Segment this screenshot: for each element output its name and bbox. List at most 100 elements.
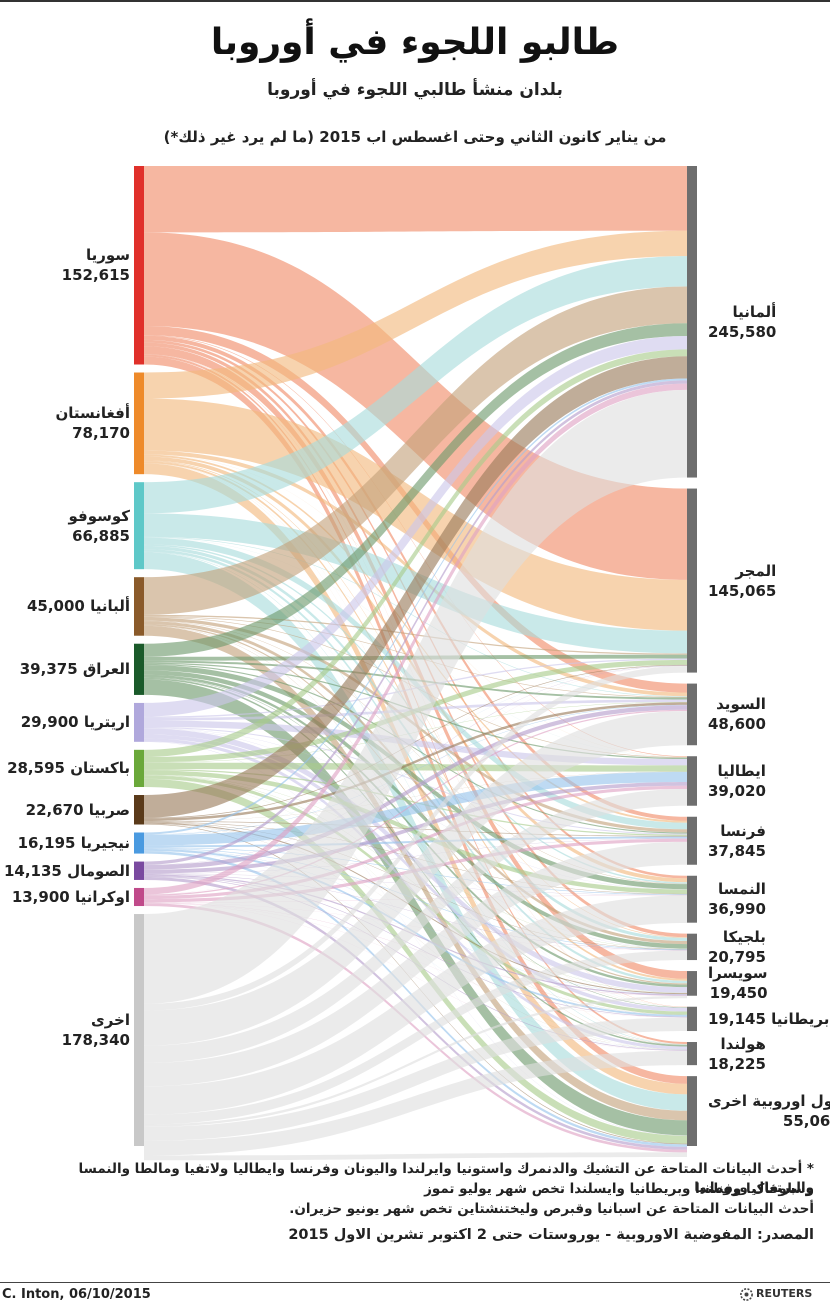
footnote-line-1: * أحدث البيانات المتاحة عن التشيك والدنم… <box>78 1161 814 1196</box>
flow-band <box>144 788 687 1063</box>
footnote-line-2: وسلوفاكيا وفنلندا وبريطانيا وايسلندا تخص… <box>424 1181 814 1197</box>
flow-band <box>144 895 687 903</box>
label-value: 178,340 <box>61 1031 130 1050</box>
flow-band <box>144 663 687 834</box>
flow-band <box>144 850 687 1051</box>
flow-band <box>144 380 687 865</box>
flow-band <box>144 778 687 1050</box>
flow-bands <box>144 166 687 1161</box>
label-value: 36,990 <box>708 900 766 919</box>
flow-band <box>144 536 687 697</box>
flow-band <box>144 771 687 846</box>
flow-band <box>144 823 687 1145</box>
destination-bar <box>687 166 697 478</box>
label-value: 20,795 <box>708 947 766 966</box>
label-value: 29,900 <box>20 713 79 732</box>
label-value: 48,600 <box>708 715 766 734</box>
label-name: اوكرانيا <box>74 887 130 906</box>
flow-band <box>144 625 687 1008</box>
flow-band <box>144 838 687 874</box>
label-name: باكستان <box>70 759 130 778</box>
flow-band <box>144 1017 687 1141</box>
source-label: اوكرانيا 13,900 <box>12 887 130 907</box>
destination-bar <box>687 875 697 923</box>
flow-band <box>144 551 687 1045</box>
destination-bar <box>687 971 697 996</box>
source-label: صربيا 22,670 <box>26 800 130 820</box>
source-bar <box>134 795 144 825</box>
label-name: اريتريا <box>83 713 130 732</box>
flow-band <box>144 286 687 615</box>
flow-band <box>144 950 687 1125</box>
label-name: الصومال <box>67 861 130 880</box>
label-name: صربيا <box>88 800 130 819</box>
label-value: 45,000 <box>26 597 85 616</box>
label-value: 37,845 <box>708 841 766 860</box>
flow-band <box>144 903 687 1153</box>
flow-band <box>144 710 687 1046</box>
label-value: 145,065 <box>708 581 777 600</box>
flow-band <box>144 166 687 233</box>
flow-band <box>144 335 687 717</box>
flow-band <box>144 903 687 1051</box>
flow-band <box>144 785 687 900</box>
label-name: النمسا <box>718 880 766 899</box>
destination-label: بلجيكا 20,795 <box>708 927 766 967</box>
flow-band <box>144 741 687 1136</box>
flow-band <box>144 339 687 879</box>
page-subtitle: بلدان منشأ طالبي اللجوء في أوروبا <box>267 80 563 100</box>
flow-band <box>144 356 687 818</box>
flow-band <box>144 335 687 757</box>
flow-band <box>144 823 687 1050</box>
label-name-value: باكستان 28,595 <box>7 758 130 778</box>
destination-label: هولندا 18,225 <box>708 1034 766 1074</box>
label-name: المجر <box>735 561 777 580</box>
flow-band <box>144 874 687 996</box>
label-value: 39,375 <box>19 660 78 679</box>
flow-band <box>144 841 687 1087</box>
label-name: كوسوفو <box>68 506 130 525</box>
reuters-logo-icon <box>740 1288 753 1301</box>
flow-band <box>144 620 687 885</box>
flow-band <box>144 614 687 655</box>
destination-label: ايطاليا 39,020 <box>708 761 766 801</box>
source-label: سوريا 152,615 <box>62 245 130 285</box>
bottom-rule <box>0 1282 830 1283</box>
flow-band <box>144 995 687 1127</box>
flow-band <box>144 665 687 890</box>
top-rule <box>0 0 830 2</box>
flow-band <box>144 771 687 822</box>
flow-band <box>144 709 687 896</box>
flow-band <box>144 383 687 895</box>
flow-band <box>144 666 687 1011</box>
flow-band <box>144 728 687 993</box>
source-bar <box>134 832 144 854</box>
label-value: 19,145 <box>708 1009 766 1028</box>
flow-band <box>144 781 687 874</box>
label-name-value: اريتريا 29,900 <box>21 712 130 732</box>
destination-label: السويد 48,600 <box>708 694 766 734</box>
destination-label: ألمانيا 245,580 <box>708 302 776 342</box>
reuters-brand: REUTERS <box>756 1287 813 1300</box>
flow-band <box>144 895 687 1115</box>
label-name-value: اوكرانيا 13,900 <box>12 887 130 907</box>
destination-bar <box>687 1042 697 1066</box>
label-value: 18,225 <box>708 1054 766 1073</box>
label-value: 66,885 <box>72 526 130 545</box>
label-value: 22,670 <box>25 800 84 819</box>
flow-band <box>144 665 687 835</box>
page-title: طالبو اللجوء في أوروبا <box>210 22 620 63</box>
flow-band <box>144 463 687 1045</box>
destination-bar <box>687 816 697 865</box>
flow-band <box>144 665 687 895</box>
source-label: اخرى 178,340 <box>62 1010 130 1050</box>
label-value: 152,615 <box>61 266 130 285</box>
source-label: نيجيريا 16,195 <box>18 833 130 853</box>
label-name: ألبانيا <box>90 597 130 616</box>
source-label: اريتريا 29,900 <box>21 712 130 732</box>
label-name: دول اوروبية اخرى <box>708 1092 830 1111</box>
source-bar <box>134 861 144 880</box>
destination-label: بريطانيا 19,145 <box>708 1009 829 1029</box>
flow-band <box>144 902 687 996</box>
